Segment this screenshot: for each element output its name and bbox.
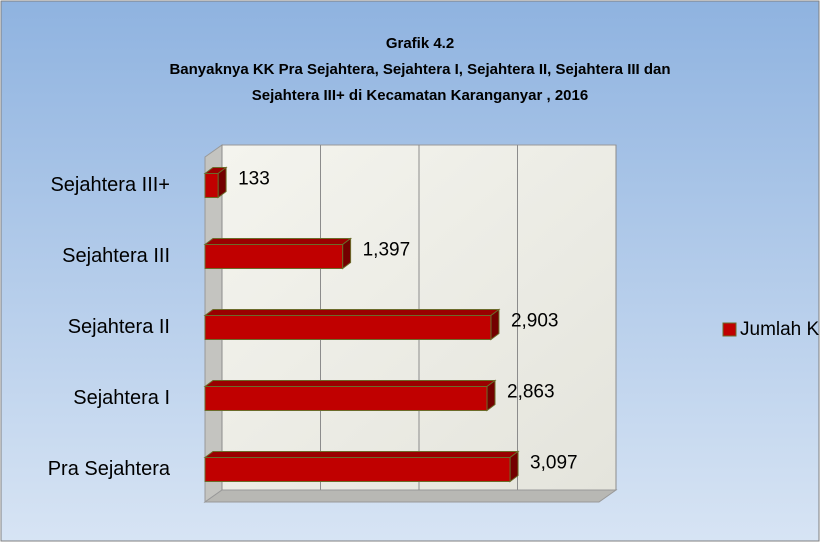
- bar: [204, 386, 488, 411]
- bar-top: [203, 451, 520, 458]
- bar: [204, 457, 511, 482]
- y-tick-label: Sejahtera II: [68, 316, 170, 338]
- data-label: 2,863: [507, 382, 555, 403]
- floor: [203, 489, 618, 503]
- bar-side: [509, 450, 519, 483]
- data-label: 3,097: [530, 453, 578, 474]
- bar-side: [217, 166, 227, 199]
- bar-top: [203, 238, 353, 245]
- bar: [204, 315, 492, 340]
- bar: [204, 244, 344, 269]
- bar-top: [203, 309, 501, 316]
- data-label: 1,397: [363, 240, 411, 261]
- legend-swatch: [722, 322, 737, 337]
- y-tick-label: Sejahtera I: [73, 387, 170, 409]
- legend-label: Jumlah KK: [740, 319, 820, 340]
- chart-title: Sejahtera III+ di Kecamatan Karanganyar …: [252, 87, 588, 104]
- bar-top: [203, 380, 497, 387]
- bar-side: [490, 308, 500, 341]
- data-label: 133: [238, 169, 270, 190]
- bar-side: [486, 379, 496, 412]
- y-tick-label: Sejahtera III: [62, 245, 170, 267]
- chart-title: Banyaknya KK Pra Sejahtera, Sejahtera I,…: [169, 61, 670, 78]
- data-label: 2,903: [511, 311, 559, 332]
- bar: [204, 173, 219, 198]
- chart-title: Grafik 4.2: [386, 35, 454, 52]
- y-tick-label: Pra Sejahtera: [48, 458, 171, 480]
- y-tick-label: Sejahtera III+: [50, 174, 170, 196]
- bar-side: [342, 237, 352, 270]
